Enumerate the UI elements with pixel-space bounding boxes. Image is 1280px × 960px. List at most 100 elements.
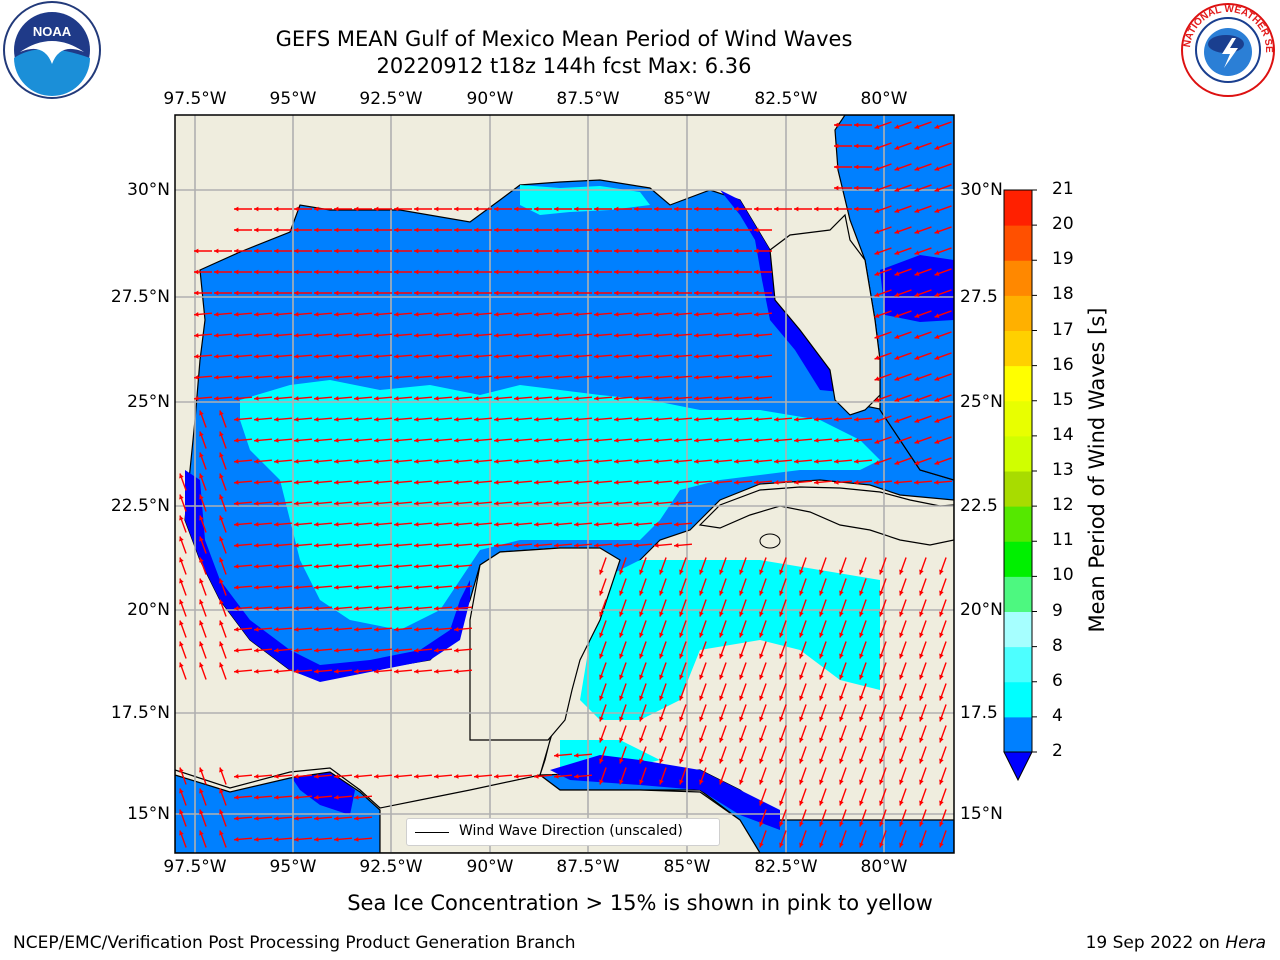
colorbar-tick-label: 10	[1052, 565, 1074, 586]
wind-wave-arrowhead	[574, 501, 579, 506]
wind-wave-arrowhead	[714, 480, 719, 485]
wind-wave-arrowhead	[874, 271, 880, 276]
wind-wave-arrowhead	[314, 333, 319, 338]
wind-wave-arrowhead	[779, 842, 784, 848]
wind-wave-arrowhead	[614, 396, 619, 401]
wind-wave-arrowhead	[474, 290, 479, 296]
wind-wave-arrowhead	[879, 716, 884, 722]
wind-wave-arrows	[179, 121, 953, 848]
wind-wave-arrowhead	[734, 480, 739, 485]
wind-wave-arrowhead	[759, 590, 764, 596]
wind-wave-arrowhead	[734, 396, 739, 401]
colorbar-tick-label: 9	[1052, 600, 1063, 621]
wind-wave-arrowhead	[874, 250, 880, 255]
coastal-low-atlantic	[880, 255, 954, 322]
wind-wave-arrowhead	[274, 354, 279, 359]
wind-wave-arrowhead	[619, 569, 624, 575]
wind-wave-arrowhead	[294, 522, 299, 527]
colorbar-swatch	[1004, 681, 1032, 718]
wind-wave-arrowhead	[714, 269, 719, 275]
wind-wave-arrowhead	[314, 248, 319, 254]
wind-wave-arrowhead	[879, 590, 884, 596]
wind-wave-arrowhead	[574, 417, 579, 422]
wind-wave-arrowhead	[634, 396, 639, 401]
wind-wave-arrowhead	[754, 459, 759, 464]
wind-wave-arrowhead	[374, 312, 379, 317]
wind-wave-arrowhead	[334, 227, 339, 233]
wind-wave-arrowhead	[674, 248, 679, 254]
wind-wave-arrowhead	[894, 355, 900, 360]
wind-wave-arrowhead	[494, 375, 499, 380]
wind-wave-arrowhead	[354, 417, 359, 422]
wind-wave-arrowhead	[839, 590, 844, 596]
wind-wave-arrowhead	[179, 809, 184, 815]
wind-wave-arrowhead	[699, 695, 704, 701]
wind-wave-arrowhead	[374, 290, 379, 296]
wind-wave-arrowhead	[454, 669, 459, 674]
wind-wave-arrowhead	[859, 716, 864, 722]
footer-date-text: 19 Sep 2022 on	[1085, 933, 1226, 953]
wind-wave-arrowhead	[639, 737, 644, 743]
wind-wave-arrowhead	[859, 590, 864, 596]
wind-wave-arrowhead	[899, 800, 904, 806]
wind-wave-arrowhead	[874, 145, 880, 150]
wind-wave-arrowhead	[599, 695, 604, 701]
wind-wave-arrowhead	[434, 543, 439, 548]
wind-wave-arrowhead	[699, 716, 704, 722]
wind-wave-arrowhead	[554, 375, 559, 380]
wind-wave-arrowhead	[894, 313, 900, 318]
wind-wave-arrowhead	[294, 606, 299, 611]
wind-wave-arrowhead	[494, 312, 499, 317]
lat-tick-right: 20°N	[960, 600, 1003, 620]
wind-wave-arrowhead	[654, 206, 659, 212]
wind-wave-arrowhead	[514, 522, 519, 527]
wind-wave-arrowhead	[654, 312, 659, 317]
lat-tick-right: 25°N	[960, 392, 1003, 412]
wind-wave-arrowhead	[274, 543, 279, 548]
wind-wave-arrowhead	[574, 227, 579, 233]
wind-wave-arrowhead	[234, 501, 239, 506]
wind-wave-arrowhead	[679, 611, 684, 617]
noaa-logo-text: NOAA	[33, 24, 72, 39]
wind-wave-arrowhead	[254, 375, 259, 380]
wind-wave-arrowhead	[354, 585, 359, 590]
wind-wave-arrowhead	[199, 473, 204, 479]
wind-wave-arrowhead	[374, 564, 379, 569]
wind-wave-arrowhead	[874, 313, 880, 318]
wind-wave-arrowhead	[659, 674, 664, 680]
wind-wave-arrowhead	[414, 648, 419, 653]
wind-wave-arrowhead	[354, 248, 359, 254]
wind-wave-arrowhead	[394, 290, 399, 296]
wind-wave-arrowhead	[674, 417, 679, 422]
wind-wave-arrowhead	[334, 206, 339, 212]
wind-wave-arrowhead	[619, 632, 624, 638]
wind-wave-arrowhead	[234, 627, 239, 632]
wind-wave-arrowhead	[194, 375, 199, 380]
wind-wave-arrowhead	[554, 269, 559, 275]
wind-wave-arrowhead	[814, 459, 819, 464]
wind-wave-arrowhead	[434, 585, 439, 590]
wind-wave-arrowhead	[674, 522, 679, 527]
wind-wave-arrowhead	[514, 290, 519, 296]
wind-wave-arrowhead	[819, 590, 824, 596]
wind-wave-arrowhead	[919, 758, 924, 764]
wind-wave-arrowhead	[219, 431, 224, 437]
wind-wave-arrowhead	[354, 480, 359, 485]
wind-wave-arrowhead	[939, 590, 944, 596]
colorbar-tick-label: 15	[1052, 389, 1074, 410]
wind-wave-arrowhead	[574, 375, 579, 380]
wind-wave-arrowhead	[234, 606, 239, 611]
wind-wave-arrowhead	[474, 206, 479, 212]
wind-wave-arrowhead	[659, 716, 664, 722]
gridlines	[175, 115, 954, 853]
wind-wave-arrowhead	[219, 515, 224, 521]
wind-wave-arrowhead	[839, 842, 844, 848]
wind-wave-arrowhead	[634, 543, 639, 548]
wind-wave-arrowhead	[274, 269, 279, 275]
wind-wave-arrowhead	[814, 480, 819, 485]
wind-wave-arrowhead	[759, 674, 764, 680]
wind-wave-arrowhead	[799, 632, 804, 638]
wind-wave-arrowhead	[234, 543, 239, 548]
wind-wave-arrowhead	[699, 569, 704, 575]
wind-wave-arrowhead	[494, 227, 499, 233]
